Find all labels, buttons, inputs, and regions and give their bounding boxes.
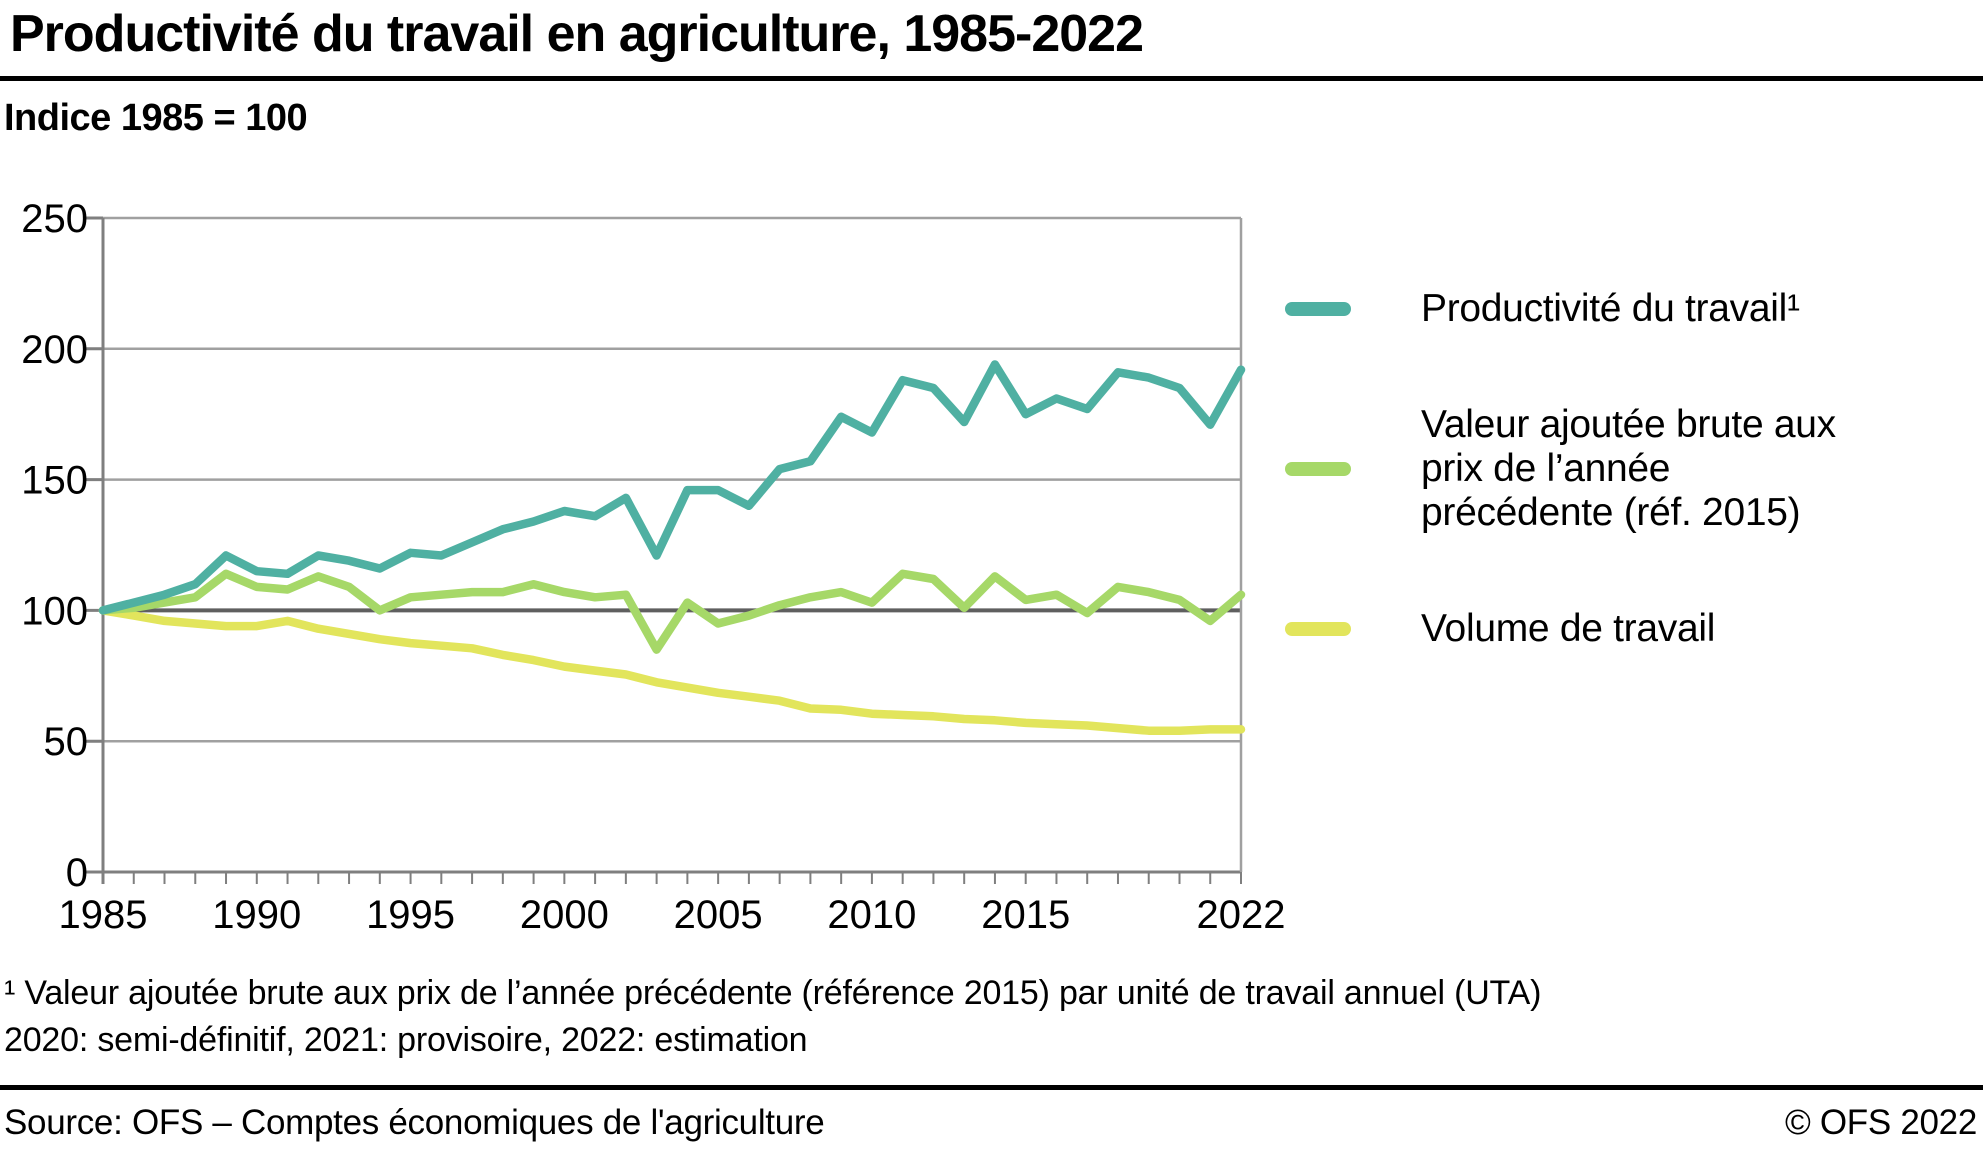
y-axis-label: 150	[21, 459, 88, 503]
legend-item-valeur-ajoutee-brute: Valeur ajoutée brute aux prix de l’année p…	[1285, 403, 1965, 535]
series-line-productivite-du-travail	[98, 360, 1246, 615]
legend-item-productivite-du-travail: Productivité du travail¹	[1285, 287, 1965, 331]
x-axis-label: 1995	[366, 893, 455, 937]
y-axis-label: 0	[66, 851, 88, 895]
series-line-volume-de-travail	[98, 606, 1246, 735]
legend-label-volume-de-travail: Volume de travail	[1421, 607, 1716, 650]
x-axis-label: 2005	[674, 893, 763, 937]
divider-bottom	[0, 1085, 1983, 1090]
y-axis-label: 250	[21, 197, 88, 241]
footer: Source: OFS – Comptes économiques de l'a…	[4, 1103, 1977, 1143]
footnote-2: 2020: semi-définitif, 2021: provisoire, …	[4, 1021, 808, 1059]
footnotes: ¹ Valeur ajoutée brute aux prix de l’ann…	[4, 970, 1541, 1064]
y-axis-label: 50	[44, 720, 89, 764]
divider-top	[0, 76, 1983, 81]
x-axis-label: 2015	[981, 893, 1070, 937]
x-axis-label: 1990	[212, 893, 301, 937]
source-text: Source: OFS – Comptes économiques de l'a…	[4, 1103, 825, 1142]
page-title: Productivité du travail en agriculture, …	[10, 5, 1144, 63]
chart-subtitle: Indice 1985 = 100	[4, 97, 308, 139]
y-axis-label: 100	[21, 589, 88, 633]
y-axis-label: 200	[21, 328, 88, 372]
x-axis-label: 2022	[1197, 893, 1286, 937]
legend-swatch-productivite-du-travail	[1285, 302, 1351, 316]
x-axis-label: 2000	[520, 893, 609, 937]
footnote-1: ¹ Valeur ajoutée brute aux prix de l’ann…	[4, 974, 1542, 1012]
legend-swatch-valeur-ajoutee-brute	[1285, 462, 1351, 476]
x-axis-label: 1985	[59, 893, 148, 937]
legend-swatch-volume-de-travail	[1285, 622, 1351, 636]
x-axis-label: 2010	[827, 893, 916, 937]
legend-label-productivite-du-travail: Productivité du travail¹	[1421, 287, 1800, 330]
legend-label-valeur-ajoutee-brute: Valeur ajoutée brute aux prix de l’année p…	[1421, 403, 1836, 534]
copyright-text: © OFS 2022	[1784, 1103, 1977, 1142]
legend-item-volume-de-travail: Volume de travail	[1285, 607, 1965, 651]
chart-legend: Productivité du travail¹ Valeur ajoutée b…	[1285, 287, 1965, 723]
series-line-valeur-ajoutee-brute	[98, 569, 1246, 654]
